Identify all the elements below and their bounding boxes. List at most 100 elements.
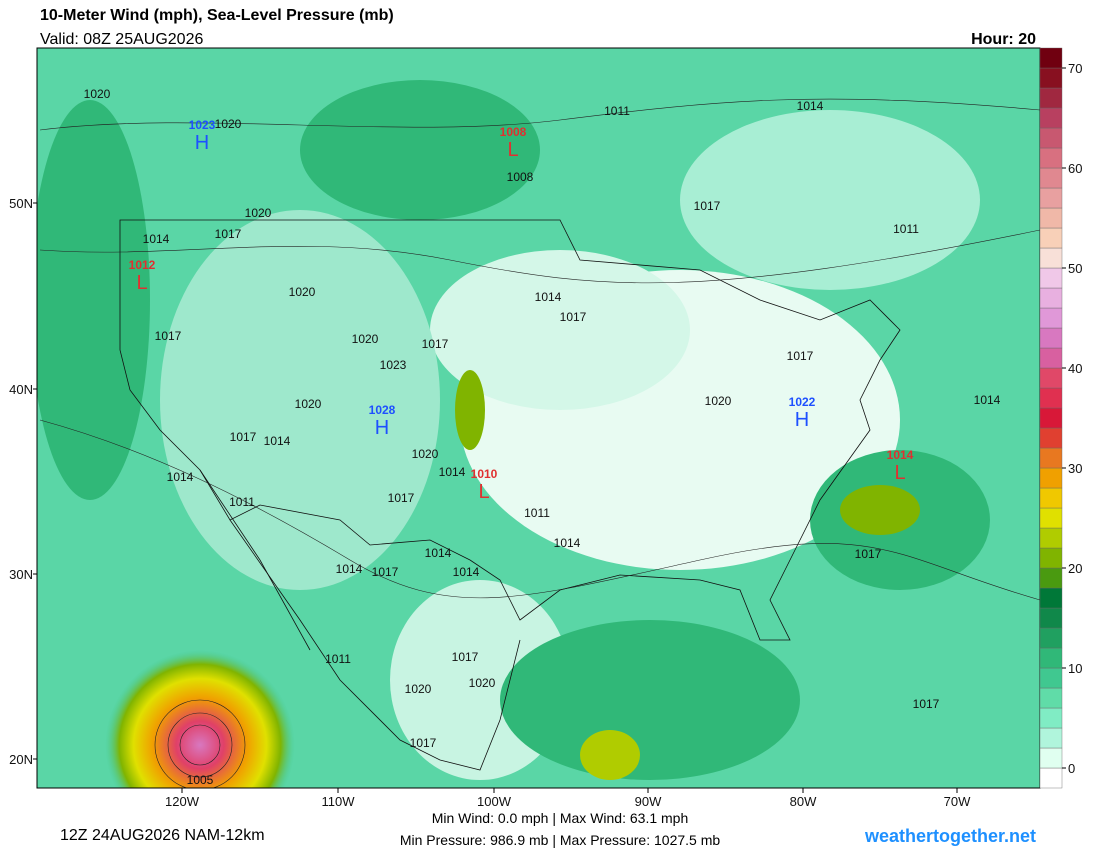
colorbar-label: 10 xyxy=(1068,661,1082,676)
pressure-center-symbol: H xyxy=(195,132,209,154)
colorbar-band xyxy=(1039,427,1063,449)
isobar-label: 1017 xyxy=(372,565,399,579)
colorbar-band xyxy=(1039,407,1063,429)
colorbar-band xyxy=(1039,547,1063,569)
lat-label: 50N xyxy=(9,196,33,211)
colorbar-band xyxy=(1039,127,1063,149)
colorbar-band xyxy=(1039,307,1063,329)
colorbar-band xyxy=(1039,587,1063,609)
isobar-label: 1014 xyxy=(167,470,194,484)
colorbar-band xyxy=(1039,567,1063,589)
isobar-label: 1017 xyxy=(560,310,587,324)
pressure-center-value: 1022 xyxy=(789,395,816,409)
isobar-label: 1005 xyxy=(187,773,214,787)
colorbar-band xyxy=(1039,667,1063,689)
isobar-label: 1017 xyxy=(787,349,814,363)
isobar-label: 1014 xyxy=(439,465,466,479)
valid-time: Valid: 08Z 25AUG2026 xyxy=(40,31,203,48)
lat-label: 30N xyxy=(9,567,33,582)
isobar-label: 1014 xyxy=(554,536,581,550)
colorbar-band xyxy=(1039,647,1063,669)
isobar-label: 1017 xyxy=(422,337,449,351)
pressure-center-symbol: L xyxy=(894,462,905,484)
isobar-label: 1011 xyxy=(604,104,630,118)
colorbar-band xyxy=(1039,607,1063,629)
isobar-label: 1020 xyxy=(84,87,111,101)
colorbar-band xyxy=(1039,67,1063,89)
isobar-label: 1017 xyxy=(855,547,882,561)
pressure-center-symbol: L xyxy=(136,272,147,294)
colorbar-band xyxy=(1039,727,1063,749)
pressure-center-symbol: H xyxy=(795,409,809,431)
isobar-label: 1011 xyxy=(325,652,351,666)
colorbar-band xyxy=(1039,47,1063,69)
isobar-label: 1008 xyxy=(507,170,534,184)
lon-label: 70W xyxy=(944,794,971,809)
colorbar-label: 40 xyxy=(1068,361,1082,376)
pressure-center-symbol: L xyxy=(478,481,489,503)
colorbar-band xyxy=(1039,327,1063,349)
isobar-label: 1017 xyxy=(410,736,437,750)
colorbar-band xyxy=(1039,187,1063,209)
colorbar-band xyxy=(1039,167,1063,189)
colorbar-label: 20 xyxy=(1068,561,1082,576)
colorbar-band xyxy=(1039,347,1063,369)
map-background xyxy=(37,48,1040,788)
colorbar-band xyxy=(1039,767,1063,789)
isobar-label: 1017 xyxy=(215,227,242,241)
colorbar-label: 30 xyxy=(1068,461,1082,476)
isobar-label: 1020 xyxy=(215,117,242,131)
pressure-center-value: 1012 xyxy=(129,258,156,272)
colorbar-band xyxy=(1039,147,1063,169)
colorbar-band xyxy=(1039,507,1063,529)
pressure-center-value: 1008 xyxy=(500,125,527,139)
isobar-label: 1014 xyxy=(797,99,824,113)
isobar-label: 1014 xyxy=(453,565,480,579)
isobar-label: 1020 xyxy=(245,206,272,220)
isobar-label: 1014 xyxy=(974,393,1001,407)
lon-label: 90W xyxy=(635,794,662,809)
lat-label: 20N xyxy=(9,752,33,767)
colorbar-band xyxy=(1039,387,1063,409)
pressure-center-value: 1014 xyxy=(887,448,914,462)
colorbar-band xyxy=(1039,487,1063,509)
colorbar-label: 50 xyxy=(1068,261,1082,276)
lon-label: 100W xyxy=(477,794,512,809)
lon-label: 80W xyxy=(790,794,817,809)
isobar-label: 1011 xyxy=(893,222,919,236)
isobar-label: 1014 xyxy=(336,562,363,576)
colorbar-band xyxy=(1039,247,1063,269)
isobar-label: 1020 xyxy=(705,394,732,408)
isobar-label: 1017 xyxy=(694,199,721,213)
colorbar-band xyxy=(1039,687,1063,709)
isobar-label: 1017 xyxy=(230,430,257,444)
isobar-label: 1017 xyxy=(155,329,182,343)
pressure-center-value: 1010 xyxy=(471,467,498,481)
colorbar-band xyxy=(1039,707,1063,729)
colorbar-label: 0 xyxy=(1068,761,1075,776)
isobar-label: 1020 xyxy=(412,447,439,461)
model-run: 12Z 24AUG2026 NAM-12km xyxy=(60,827,265,844)
lon-label: 110W xyxy=(322,794,356,809)
colorbar-band xyxy=(1039,227,1063,249)
pressure-center-symbol: L xyxy=(507,139,518,161)
isobar-label: 1014 xyxy=(535,290,562,304)
pressure-center-value: 1023 xyxy=(189,118,216,132)
isobar-label: 1011 xyxy=(229,495,255,509)
colorbar-band xyxy=(1039,367,1063,389)
isobar-label: 1023 xyxy=(380,358,407,372)
colorbar: 0 10 20 30 40 50 60 70 xyxy=(1039,47,1082,789)
isobar-label: 1014 xyxy=(143,232,170,246)
isobar-label: 1020 xyxy=(352,332,379,346)
pressure-stats: Min Pressure: 986.9 mb | Max Pressure: 1… xyxy=(400,832,721,848)
isobar-label: 1011 xyxy=(524,506,550,520)
isobar-label: 1014 xyxy=(264,434,291,448)
lon-label: 120W xyxy=(165,794,200,809)
isobar-label: 1020 xyxy=(289,285,316,299)
pressure-center-symbol: H xyxy=(375,417,389,439)
isobar-label: 1017 xyxy=(452,650,479,664)
pressure-center-value: 1028 xyxy=(369,403,396,417)
isobar-label: 1017 xyxy=(388,491,415,505)
